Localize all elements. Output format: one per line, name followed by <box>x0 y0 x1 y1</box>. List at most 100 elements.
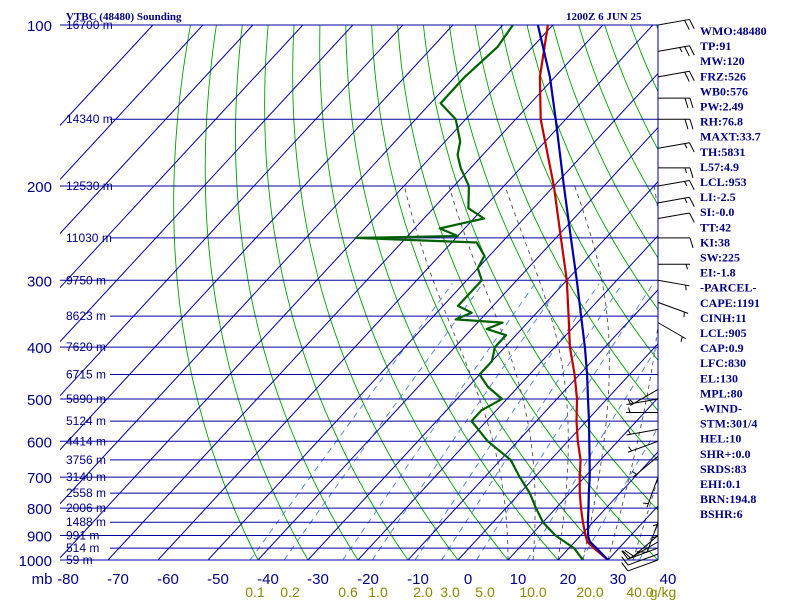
stability-index: HEL:10 <box>700 432 741 446</box>
moist-adiabat <box>607 186 658 560</box>
wind-barb-half-flag <box>627 398 631 405</box>
stability-index: -WIND- <box>700 402 742 416</box>
wind-barb-half-flag <box>679 47 683 53</box>
wind-barb <box>657 196 695 207</box>
dry-adiabat <box>552 25 658 259</box>
height-label: 1488 m <box>66 515 106 529</box>
isotherm <box>60 25 254 235</box>
wind-barb-half-flag <box>685 285 687 291</box>
stability-index: -PARCEL- <box>700 281 756 295</box>
stability-index: MW:120 <box>700 54 745 68</box>
wind-barb-flag <box>689 180 695 191</box>
wind-barb <box>657 18 695 30</box>
isotherm <box>207 72 658 560</box>
height-label: 59 m <box>66 553 93 567</box>
temperature-tick-label: -50 <box>207 571 229 588</box>
pressure-label: 500 <box>27 392 52 409</box>
stability-index: STM:301/4 <box>700 417 757 431</box>
wind-barb-flag <box>684 46 690 57</box>
stability-index: TT:42 <box>700 220 731 234</box>
wind-barb-flag <box>624 549 634 557</box>
pressure-label: 100 <box>27 18 52 35</box>
dry-adiabat <box>786 25 800 560</box>
stability-index: BRN:194.8 <box>700 492 756 506</box>
temperature-tick-label: -60 <box>157 571 179 588</box>
temperature-tick-label: 10 <box>510 571 527 588</box>
dry-adiabat <box>422 25 658 511</box>
isotherm <box>60 25 454 451</box>
wind-barb-flag <box>622 550 631 559</box>
stability-index: MAXT:33.7 <box>700 130 761 144</box>
wind-barb-flag <box>684 98 689 109</box>
isotherm <box>60 25 354 343</box>
height-label: 2558 m <box>66 486 106 500</box>
height-label: 5124 m <box>66 414 106 428</box>
stability-index: L57:4.9 <box>700 160 739 174</box>
wind-barb-staff <box>633 455 659 478</box>
isotherm <box>60 25 504 505</box>
wind-barb-half-flag <box>684 143 688 149</box>
mixing-ratio-label: 3.0 <box>440 584 460 600</box>
dry-adiabat <box>371 25 609 560</box>
wind-barb-flag <box>689 45 695 56</box>
height-label: 12530 m <box>66 179 113 193</box>
dry-adiabat <box>474 25 658 412</box>
wind-barb-staff <box>657 212 690 220</box>
wind-barb-half-flag <box>631 471 637 475</box>
height-label: 5890 m <box>66 392 106 406</box>
temperature-tick-label: -20 <box>357 571 379 588</box>
wind-barb <box>621 559 659 572</box>
dry-adiabat <box>264 25 409 560</box>
stability-index: WMO:48480 <box>700 24 767 38</box>
wind-barb-staff <box>626 428 659 436</box>
stability-index: CAPE:1191 <box>700 296 760 310</box>
mixing-ratio-label: 2.0 <box>413 584 433 600</box>
valid-time: 1200Z 6 JUN 25 <box>566 11 642 23</box>
isotherm <box>60 25 304 289</box>
temperature-tick-label: 40 <box>660 571 677 588</box>
stability-index: WB0:576 <box>700 84 748 98</box>
wind-barb <box>658 237 694 249</box>
wind-barb-half-flag <box>684 181 688 187</box>
pressure-label: 600 <box>27 434 52 451</box>
wind-barb-staff <box>657 196 690 204</box>
dry-adiabat <box>397 25 658 560</box>
wind-barb <box>657 212 695 223</box>
stability-index: TH:5831 <box>700 145 745 159</box>
mixing-ratio-label: 0.2 <box>280 584 300 600</box>
wind-barb <box>624 535 659 557</box>
temperature-tick-label: -40 <box>257 571 279 588</box>
isotherm <box>407 288 658 560</box>
temperature-tick-label: mb <box>32 571 53 588</box>
dry-adiabat <box>235 25 359 560</box>
isotherm <box>60 25 554 559</box>
wind-barb-staff <box>657 180 690 187</box>
parcel-profile <box>536 25 609 560</box>
wind-barb <box>657 70 695 82</box>
mixing-ratio-label: 0.1 <box>245 584 265 600</box>
height-label: 14340 m <box>66 112 113 126</box>
station-title: VTBC (48480) Sounding <box>66 11 182 23</box>
wind-barb-flag <box>684 71 690 82</box>
wind-barb-flag <box>689 98 694 109</box>
wind-barb <box>657 322 686 342</box>
mixing-ratio-line <box>414 283 600 560</box>
pressure-label: 800 <box>27 501 52 518</box>
height-label: 9750 m <box>66 273 106 287</box>
plot-area <box>60 25 800 560</box>
wind-barb-half-flag <box>684 167 687 174</box>
wind-barb-staff <box>627 547 659 560</box>
wind-barb-staff <box>657 18 690 26</box>
mixing-ratio-label: 10.0 <box>519 584 546 600</box>
mixing-ratio-label: 5.0 <box>475 584 495 600</box>
isotherm <box>60 25 404 397</box>
dry-adiabat <box>292 25 459 560</box>
stability-index: SI:-0.0 <box>700 205 734 219</box>
temperature-tick-label: 30 <box>610 571 627 588</box>
wind-barb <box>626 428 659 436</box>
wind-barb-staff <box>657 142 690 149</box>
wind-barb <box>631 455 659 478</box>
wind-barb-flag <box>689 237 694 249</box>
wind-barb-staff <box>627 559 659 572</box>
stability-index: LI:-2.5 <box>700 190 736 204</box>
